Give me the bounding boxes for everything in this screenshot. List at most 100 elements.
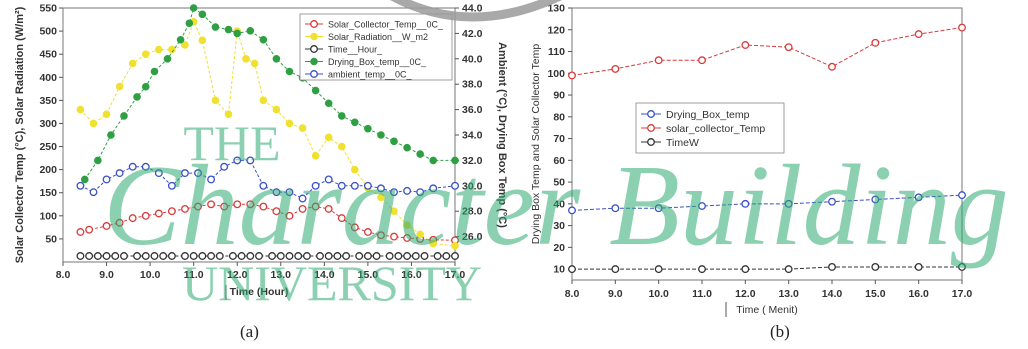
- x-tick-label: 9.0: [99, 269, 114, 281]
- data-point-2: [433, 252, 442, 260]
- data-point-1: [390, 207, 398, 215]
- x-tick-label: 15.0: [358, 269, 379, 281]
- data-point-3: [107, 131, 115, 139]
- legend-label-1: Solar_Radiation__W_m2: [328, 32, 428, 42]
- data-point-3: [429, 156, 438, 165]
- data-point-2: [958, 262, 966, 271]
- y-tick-label: 40: [553, 198, 565, 210]
- data-point-0: [298, 204, 307, 213]
- data-point-0: [246, 200, 255, 209]
- data-point-1: [115, 82, 124, 91]
- y-left-tick-label: 150: [39, 187, 57, 199]
- data-point-0: [285, 211, 294, 220]
- data-point-1: [89, 119, 98, 128]
- data-point-2: [654, 265, 663, 274]
- x-tick-label: 9.0: [608, 288, 623, 300]
- data-point-0: [181, 204, 189, 213]
- data-point-1: [242, 55, 250, 63]
- data-point-1: [403, 221, 411, 229]
- data-point-2: [741, 265, 750, 274]
- data-point-4: [377, 184, 385, 193]
- y-tick-label: 20: [553, 242, 565, 254]
- data-point-1: [351, 165, 359, 174]
- data-point-3: [416, 150, 424, 158]
- watermark-top: THE: [183, 115, 280, 171]
- legend-marker-1: [310, 32, 318, 41]
- caption-b: (b): [770, 322, 790, 341]
- data-point-3: [377, 131, 385, 139]
- y-left-axis-label: Solar Collector Temp (°C), Solar Radiati…: [14, 6, 26, 263]
- data-point-1: [741, 41, 750, 49]
- data-point-0: [154, 209, 163, 218]
- data-point-2: [302, 252, 311, 260]
- data-point-1: [568, 71, 576, 80]
- y-left-tick-label: 200: [39, 164, 57, 176]
- y-right-tick-label: 40.0: [462, 53, 483, 65]
- data-point-0: [350, 223, 359, 232]
- legend-marker-0: [310, 20, 318, 28]
- data-point-1: [102, 110, 111, 119]
- data-point-2: [451, 252, 459, 260]
- data-point-2: [120, 252, 128, 260]
- data-point-0: [568, 206, 576, 215]
- data-point-4: [102, 175, 111, 184]
- y-right-tick-label: 30.0: [462, 180, 483, 192]
- data-point-2: [198, 252, 207, 260]
- data-point-4: [246, 156, 255, 165]
- data-point-3: [176, 35, 185, 44]
- y-tick-label: 50: [553, 177, 565, 189]
- data-point-0: [741, 199, 750, 208]
- data-point-3: [120, 112, 128, 120]
- data-point-0: [115, 218, 124, 227]
- data-point-2: [394, 252, 403, 260]
- y-tick-label: 30: [553, 220, 565, 232]
- data-point-4: [285, 188, 294, 197]
- data-point-0: [194, 202, 202, 211]
- data-point-1: [337, 142, 346, 151]
- data-point-2: [871, 262, 880, 271]
- data-point-1: [285, 119, 294, 128]
- data-point-2: [268, 252, 277, 260]
- x-tick-label: 13.0: [271, 269, 292, 281]
- legend-label-0: Solar_Collector_Temp__0C_: [328, 20, 444, 30]
- data-point-3: [451, 156, 459, 165]
- data-point-0: [403, 234, 412, 242]
- x-tick-label: 17.0: [952, 288, 973, 300]
- y-right-tick-label: 32.0: [462, 155, 483, 167]
- data-point-4: [233, 156, 242, 165]
- data-point-1: [250, 59, 259, 68]
- data-point-1: [828, 62, 836, 71]
- y-tick-label: 10: [553, 264, 565, 276]
- legend-box: [299, 13, 453, 81]
- y-left-tick-label: 250: [39, 141, 57, 153]
- data-point-1: [324, 133, 333, 142]
- data-point-3: [259, 35, 268, 44]
- data-point-2: [363, 252, 372, 260]
- caption-a: (a): [240, 322, 259, 341]
- y-right-tick-label: 36.0: [462, 104, 483, 116]
- data-point-1: [429, 239, 438, 248]
- data-point-4: [272, 188, 281, 197]
- data-point-4: [403, 186, 412, 195]
- data-point-4: [181, 169, 189, 178]
- data-point-1: [128, 59, 137, 68]
- data-point-3: [311, 86, 320, 95]
- data-point-1: [871, 38, 880, 47]
- data-point-0: [377, 231, 385, 240]
- y-left-tick-label: 400: [39, 72, 57, 84]
- data-point-2: [294, 252, 303, 260]
- series-line-1: [571, 27, 963, 76]
- data-point-3: [198, 10, 207, 19]
- data-point-1: [259, 96, 268, 105]
- data-point-2: [141, 252, 150, 260]
- y-left-tick-label: 50: [45, 233, 57, 245]
- data-point-1: [611, 64, 620, 73]
- chart-a: 8.0 9.0 10.0 11.0 12.0 13.0 14.0 15.0 16.0 17.0 50…: [14, 3, 508, 300]
- data-point-3: [80, 175, 89, 184]
- data-point-4: [128, 162, 137, 171]
- data-point-1: [416, 230, 424, 239]
- data-point-2: [420, 252, 429, 260]
- data-point-4: [194, 169, 202, 178]
